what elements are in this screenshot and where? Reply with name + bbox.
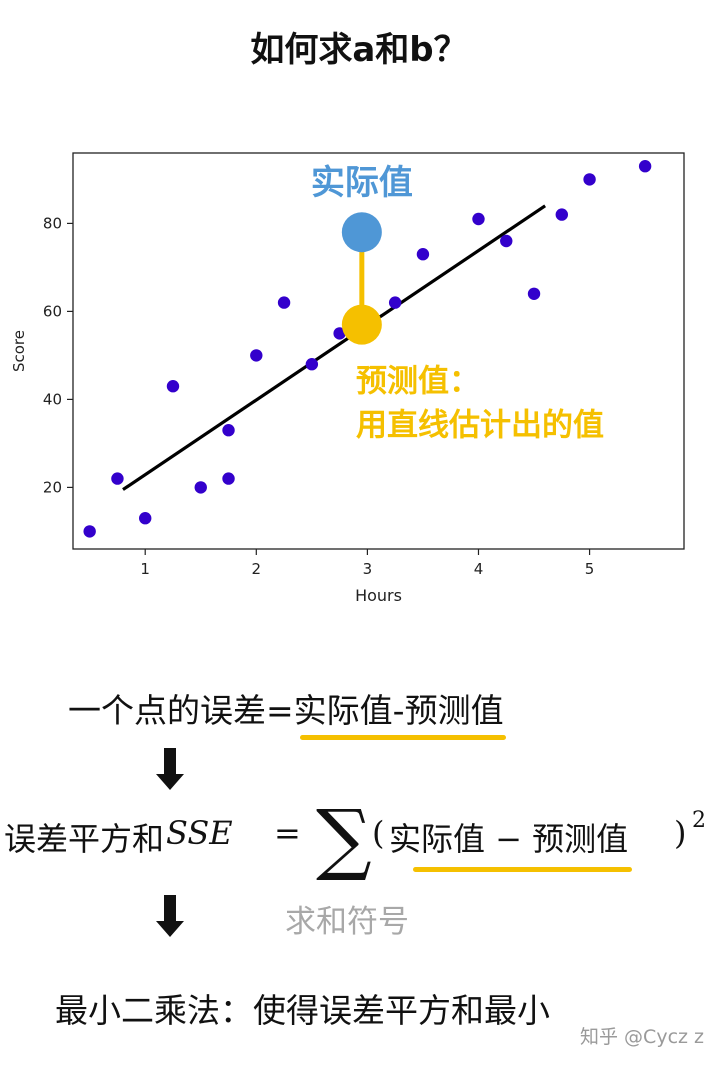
regression-line (122, 204, 547, 491)
data-point (638, 160, 652, 173)
data-point (472, 212, 485, 226)
watermark: 知乎 @Cycz z (580, 1026, 704, 1048)
sse-exponent: 2 (692, 808, 706, 833)
data-point (388, 296, 402, 309)
down-arrow-icon (156, 748, 184, 790)
page-title: 如何求a和b？ (250, 30, 468, 70)
data-point (416, 248, 430, 261)
data-point (527, 287, 541, 300)
data-point (555, 208, 568, 221)
predicted-value-label: 预测值： (356, 364, 480, 400)
data-point (250, 349, 263, 362)
x-axis-label: Hours (355, 586, 402, 605)
x-tick-label: 2 (252, 560, 262, 578)
data-point (222, 424, 235, 437)
sse-lhs: 误差平方和 (4, 820, 165, 858)
x-tick-label: 5 (585, 560, 595, 578)
x-tick-label: 4 (474, 560, 484, 578)
x-tick-label: 3 (363, 560, 373, 578)
plot-frame (72, 152, 685, 550)
sse-var: SSE (166, 814, 233, 852)
y-tick-label: 20 (43, 478, 62, 496)
sse-equals: = (274, 814, 301, 852)
data-point (111, 472, 124, 485)
down-arrow-icon (156, 895, 184, 937)
data-point (139, 512, 152, 525)
data-point (500, 234, 513, 248)
predicted-value-point (341, 304, 382, 345)
data-point (194, 481, 207, 494)
data-point (305, 358, 319, 371)
data-point (277, 296, 291, 309)
sse-close-paren: ) (674, 814, 687, 852)
least-squares-conclusion: 最小二乘法：使得误差平方和最小 (55, 991, 550, 1030)
predicted-value-label: 用直线估计出的值 (356, 408, 604, 444)
y-tick-label: 40 (43, 390, 62, 408)
actual-value-label: 实际值 (311, 163, 413, 203)
data-point (222, 472, 235, 485)
y-tick-label: 80 (43, 214, 62, 232)
x-tick-label: 1 (140, 560, 150, 578)
sse-open-paren: ( (372, 814, 385, 852)
sse-body: 实际值 − 预测值 (389, 814, 633, 872)
y-axis-label: Score (10, 330, 28, 372)
sum-symbol: ∑ (316, 794, 372, 884)
error-definition: 一个点的误差=实际值-预测值 (68, 684, 504, 732)
actual-value-point (341, 212, 382, 253)
sum-symbol-label: 求和符号 (285, 904, 409, 940)
data-point (583, 173, 596, 186)
error-definition-prefix: 一个点的误差= (68, 691, 294, 730)
y-tick-label: 60 (43, 302, 62, 320)
data-point (83, 525, 96, 538)
error-definition-underlined: 实际值-预测值 (293, 691, 504, 730)
data-point (166, 380, 180, 393)
